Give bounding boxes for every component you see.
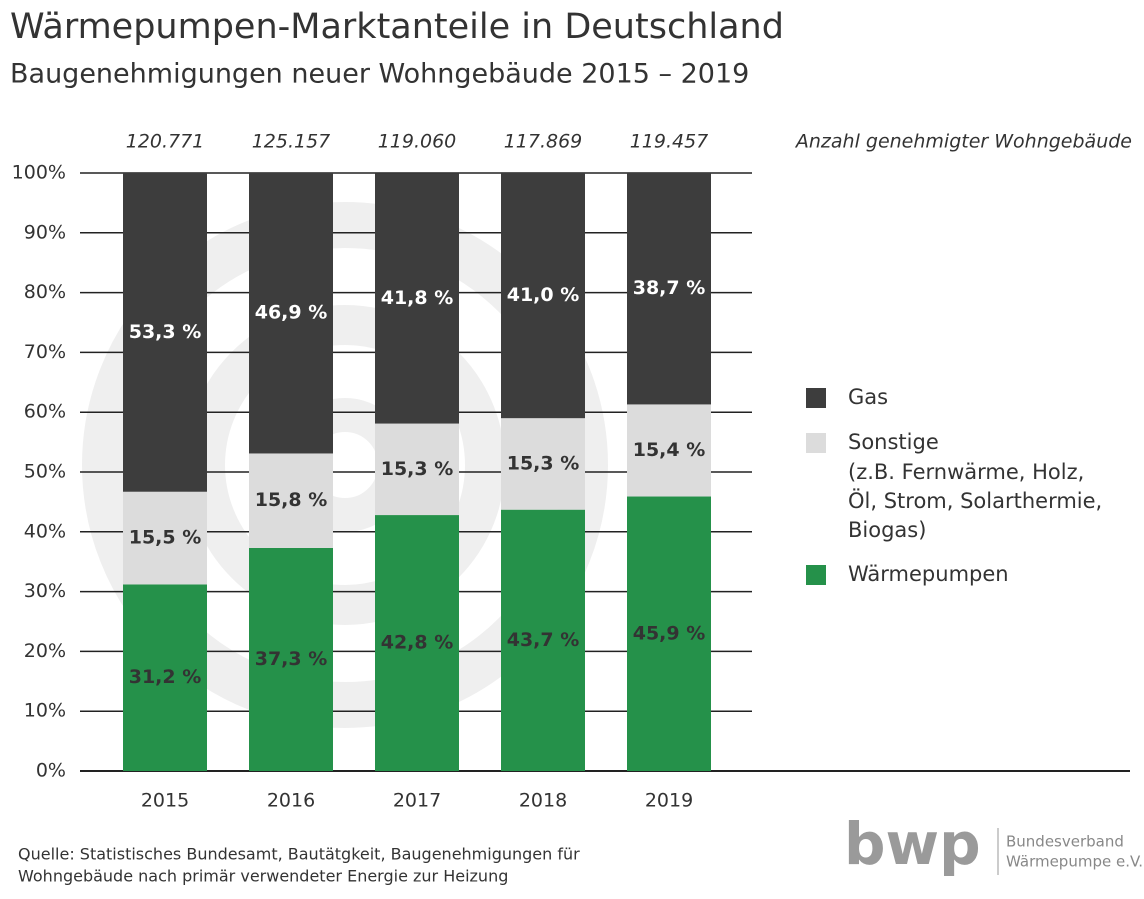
x-tick-label: 2016 bbox=[267, 790, 315, 812]
value-label: 45,9 % bbox=[633, 622, 706, 644]
bar-segment bbox=[123, 491, 207, 585]
chart-title: Wärmepumpen-Marktanteile in Deutschland bbox=[10, 7, 784, 47]
x-tick-label: 2015 bbox=[141, 790, 189, 812]
value-label: 15,4 % bbox=[633, 439, 706, 461]
value-label: 41,0 % bbox=[507, 284, 580, 306]
bar-segment bbox=[249, 547, 333, 771]
bar-segment bbox=[627, 173, 711, 405]
bar-segment bbox=[501, 509, 585, 771]
y-tick-label: 30% bbox=[24, 580, 66, 602]
logo-line: Bundesverband bbox=[1006, 833, 1124, 851]
x-tick-label: 2017 bbox=[393, 790, 441, 812]
permits-label: Anzahl genehmigter Wohngebäude bbox=[794, 131, 1132, 153]
value-label: 42,8 % bbox=[381, 632, 454, 654]
bar-segment bbox=[123, 584, 207, 771]
y-tick-label: 10% bbox=[24, 700, 66, 722]
y-tick-label: 40% bbox=[24, 520, 66, 542]
value-label: 15,8 % bbox=[255, 489, 328, 511]
logo-line: Wärmepumpe e.V. bbox=[1006, 853, 1143, 871]
permit-count: 125.157 bbox=[252, 131, 331, 153]
value-label: 53,3 % bbox=[129, 321, 202, 343]
y-tick-label: 0% bbox=[36, 760, 66, 782]
legend-description: Biogas) bbox=[848, 518, 926, 542]
bar-segment bbox=[627, 404, 711, 497]
source: Quelle: Statistisches Bundesamt, Bautätg… bbox=[18, 845, 580, 864]
source: Wohngebäude nach primär verwendeter Ener… bbox=[18, 867, 508, 886]
bar-segment bbox=[375, 515, 459, 771]
bar-segment bbox=[501, 418, 585, 510]
legend-description: Öl, Strom, Solarthermie, bbox=[848, 488, 1102, 513]
bar-segment bbox=[627, 496, 711, 771]
value-label: 38,7 % bbox=[633, 277, 706, 299]
legend-swatch bbox=[806, 565, 826, 585]
value-label: 41,8 % bbox=[381, 287, 454, 309]
x-tick-label: 2019 bbox=[645, 790, 693, 812]
bar-segment bbox=[123, 173, 207, 492]
legend-swatch bbox=[806, 388, 826, 408]
value-label: 31,2 % bbox=[129, 666, 202, 688]
value-label: 15,3 % bbox=[507, 452, 580, 474]
x-tick-label: 2018 bbox=[519, 790, 567, 812]
y-tick-label: 60% bbox=[24, 401, 66, 423]
legend-description: (z.B. Fernwärme, Holz, bbox=[848, 460, 1084, 484]
bar-segment bbox=[375, 173, 459, 424]
y-tick-label: 100% bbox=[12, 162, 66, 184]
logo: bwp bbox=[844, 810, 981, 878]
legend-label: Sonstige bbox=[848, 430, 939, 454]
y-tick-label: 90% bbox=[24, 221, 66, 243]
y-tick-label: 20% bbox=[24, 640, 66, 662]
permit-count: 119.060 bbox=[378, 131, 457, 153]
bar-segment bbox=[249, 453, 333, 548]
y-tick-label: 50% bbox=[24, 461, 66, 483]
permit-count: 117.869 bbox=[504, 131, 583, 153]
value-label: 43,7 % bbox=[507, 629, 580, 651]
value-label: 37,3 % bbox=[255, 648, 328, 670]
y-tick-label: 70% bbox=[24, 341, 66, 363]
bar-segment bbox=[375, 423, 459, 516]
permit-count: 119.457 bbox=[630, 131, 709, 153]
legend-label: Wärmepumpen bbox=[848, 562, 1009, 586]
y-tick-label: 80% bbox=[24, 281, 66, 303]
value-label: 15,3 % bbox=[381, 458, 454, 480]
bar-segment bbox=[249, 173, 333, 454]
legend-swatch bbox=[806, 433, 826, 453]
bar-segment bbox=[501, 173, 585, 419]
value-label: 15,5 % bbox=[129, 527, 202, 549]
chart-subtitle: Baugenehmigungen neuer Wohngebäude 2015 … bbox=[10, 59, 749, 90]
value-label: 46,9 % bbox=[255, 302, 328, 324]
legend-label: Gas bbox=[848, 385, 888, 409]
permit-count: 120.771 bbox=[126, 131, 205, 153]
